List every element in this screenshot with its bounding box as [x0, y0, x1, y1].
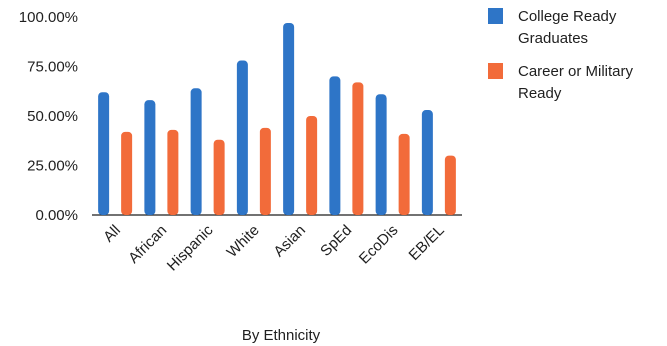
legend: College Ready Graduates Career or Military… [488, 8, 634, 102]
x-category-label: Asian [270, 222, 309, 261]
y-axis-ticks: 0.00% 25.00% 50.00% 75.00% 100.00% [19, 9, 78, 224]
y-tick-label: 100.00% [19, 9, 78, 26]
bar-college-ready [375, 94, 387, 215]
y-tick-label: 0.00% [35, 207, 78, 224]
bar-career-military-ready [444, 155, 456, 215]
bar-career-military-ready [167, 129, 179, 215]
bar-career-military-ready [306, 116, 318, 215]
legend-label: Career or Military [518, 63, 634, 80]
legend-swatch [488, 8, 503, 24]
bar-college-ready [144, 100, 156, 215]
x-category-label: Hispanic [164, 221, 217, 274]
x-category-label: EB/EL [406, 222, 448, 264]
bar-career-military-ready [121, 131, 133, 215]
legend-label: College Ready [518, 8, 617, 25]
x-category-label: White [224, 222, 263, 261]
y-tick-label: 25.00% [27, 158, 78, 175]
x-axis-title: By Ethnicity [242, 327, 321, 344]
bar-college-ready [98, 92, 110, 215]
x-category-label: SpEd [317, 222, 355, 260]
y-tick-label: 75.00% [27, 59, 78, 76]
bar-career-military-ready [398, 133, 410, 215]
x-category-label: African [125, 222, 170, 267]
bar-career-military-ready [213, 139, 225, 215]
legend-label: Graduates [518, 30, 588, 47]
bar-career-military-ready [352, 82, 364, 215]
x-category-label: All [100, 222, 124, 246]
bar-college-ready [283, 22, 295, 215]
x-category-label: EcoDis [356, 222, 402, 268]
bars-group [98, 22, 456, 216]
bar-college-ready [190, 88, 202, 215]
bar-college-ready [236, 60, 248, 216]
legend-label: Ready [518, 85, 562, 102]
bar-college-ready [421, 110, 433, 215]
bar-career-military-ready [259, 127, 271, 215]
legend-swatch [488, 63, 503, 79]
bar-college-ready [329, 76, 341, 216]
y-tick-label: 50.00% [27, 108, 78, 125]
